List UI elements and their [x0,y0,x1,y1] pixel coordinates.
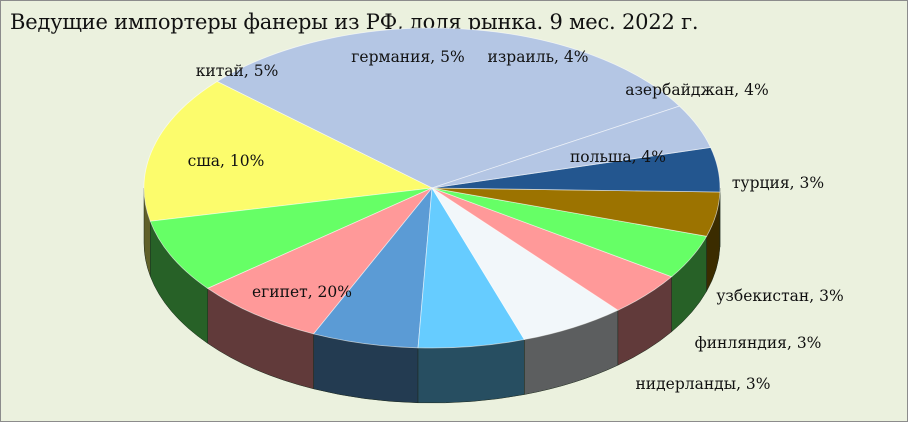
pie-slice-нидерланды [431,105,712,189]
data-label: израиль, 4% [487,48,588,66]
data-label: сша, 10% [188,152,265,170]
data-label: финляндия, 3% [695,334,822,352]
data-label: египет, 20% [252,283,352,301]
data-label: польша, 4% [570,148,666,166]
pie-slice-германия [206,187,433,335]
pie-slice-египет [216,27,681,189]
chart-title: Ведущие импортеры фанеры из РФ, доля рын… [10,10,699,34]
data-label: узбекистан, 3% [716,287,843,305]
data-label: китай, 5% [196,62,279,80]
pie-slice-китай [149,187,433,289]
data-label: нидерланды, 3% [635,375,770,393]
data-label: турция, 3% [732,174,824,192]
pie-slice-side [417,339,525,404]
data-label: германия, 5% [351,48,464,66]
data-label: азербайджан, 4% [625,81,769,99]
pie-slice-сша [143,81,434,222]
